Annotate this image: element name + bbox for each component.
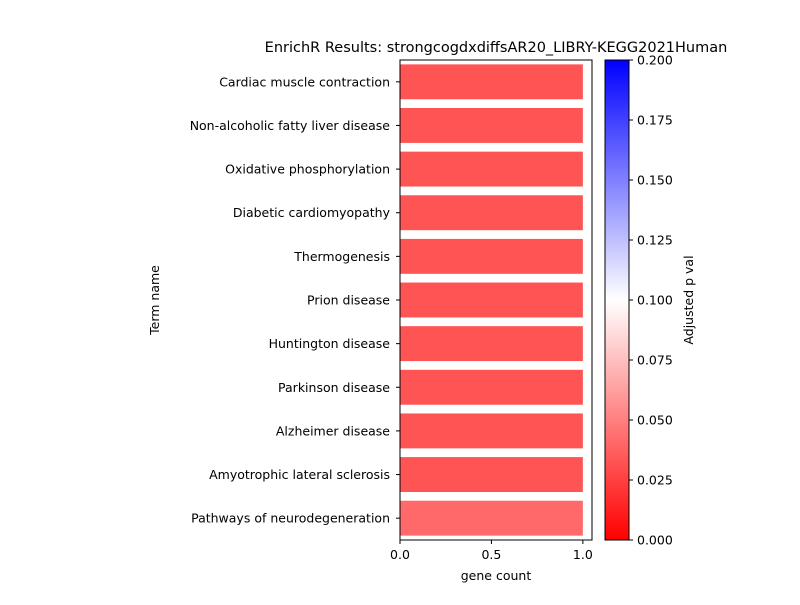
bar bbox=[400, 457, 583, 492]
y-tick-label: Diabetic cardiomyopathy bbox=[233, 205, 391, 220]
bar bbox=[400, 64, 583, 100]
y-tick-label: Alzheimer disease bbox=[276, 423, 390, 438]
colorbar-tick-label: 0.075 bbox=[637, 353, 673, 368]
bar bbox=[400, 151, 583, 187]
y-tick-label: Prion disease bbox=[307, 293, 390, 308]
bar bbox=[400, 413, 583, 449]
colorbar-ticks: 0.000 0.025 0.050 0.075 0.100 0.125 0.150 0.175… bbox=[629, 53, 673, 548]
y-tick-label: Huntington disease bbox=[269, 336, 391, 351]
bars-group bbox=[400, 64, 583, 536]
colorbar-tick-label: 0.000 bbox=[637, 533, 673, 548]
bar bbox=[400, 282, 583, 318]
y-tick-label: Thermogenesis bbox=[293, 249, 390, 264]
y-tick-label: Pathways of neurodegeneration bbox=[191, 511, 390, 526]
bar bbox=[400, 500, 583, 536]
y-tick-label: Parkinson disease bbox=[278, 380, 390, 395]
colorbar-tick-label: 0.100 bbox=[637, 293, 673, 308]
colorbar-tick-label: 0.150 bbox=[637, 173, 673, 188]
colorbar-tick-label: 0.125 bbox=[637, 233, 673, 248]
colorbar-label: Adjusted p val bbox=[681, 255, 696, 344]
y-tick-label: Amyotrophic lateral sclerosis bbox=[209, 467, 390, 482]
colorbar-tick-label: 0.200 bbox=[637, 53, 673, 68]
x-tick-label: 1.0 bbox=[573, 547, 593, 562]
x-axis-ticks: 0.0 0.5 1.0 bbox=[390, 540, 593, 562]
x-axis-label: gene count bbox=[461, 568, 532, 583]
plot-frame bbox=[399, 59, 593, 541]
x-tick-label: 0.5 bbox=[481, 547, 501, 562]
y-tick-label: Non-alcoholic fatty liver disease bbox=[190, 118, 391, 133]
y-axis-ticks: Cardiac muscle contraction Non-alcoholic … bbox=[190, 74, 400, 526]
y-tick-label: Oxidative phosphorylation bbox=[225, 162, 390, 177]
bar bbox=[400, 108, 583, 143]
chart-title: EnrichR Results: strongcogdxdiffsAR20_LI… bbox=[265, 40, 728, 56]
bar bbox=[400, 195, 583, 231]
y-tick-label: Cardiac muscle contraction bbox=[219, 74, 390, 89]
y-axis-label: Term name bbox=[147, 265, 162, 336]
colorbar bbox=[604, 59, 630, 541]
bar bbox=[400, 369, 583, 405]
colorbar-tick-label: 0.025 bbox=[637, 473, 673, 488]
colorbar-tick-label: 0.050 bbox=[637, 413, 673, 428]
x-tick-label: 0.0 bbox=[390, 547, 410, 562]
colorbar-tick-label: 0.175 bbox=[637, 113, 673, 128]
bar bbox=[400, 326, 583, 362]
bar bbox=[400, 238, 583, 274]
